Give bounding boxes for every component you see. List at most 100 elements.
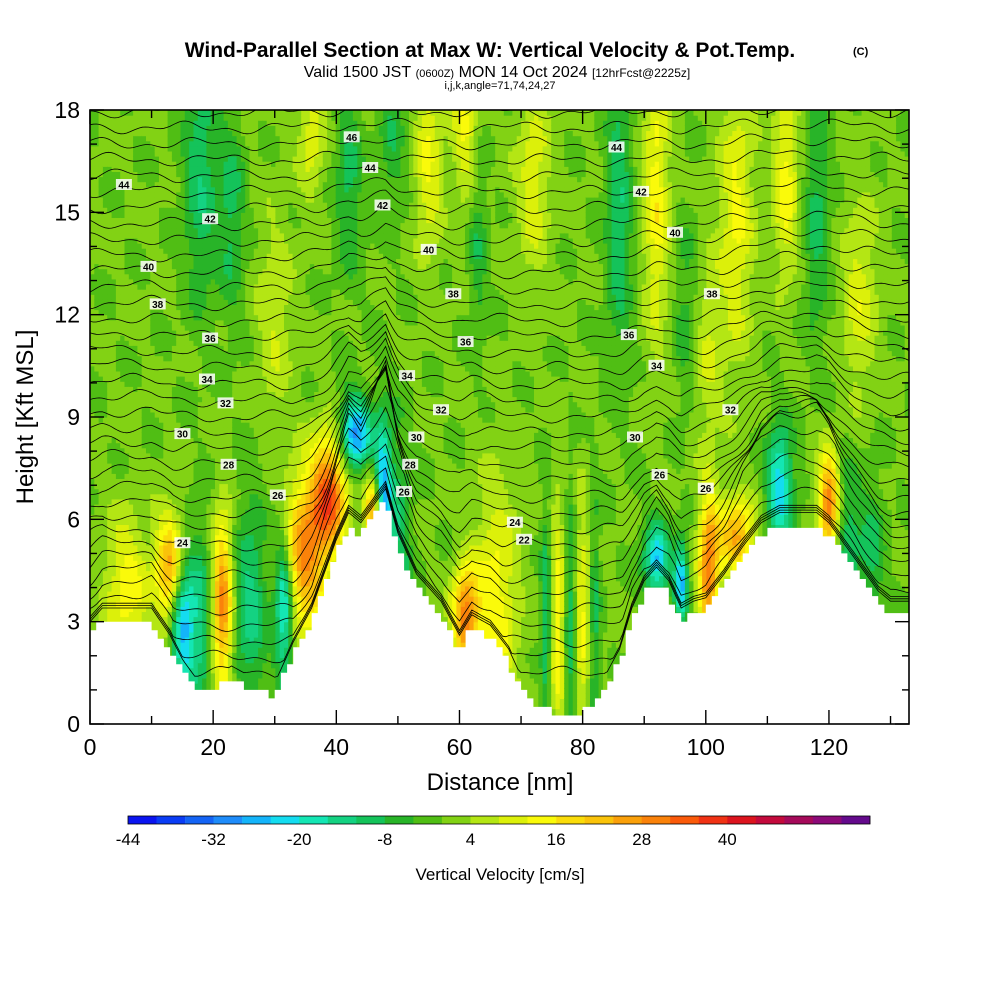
velocity-cell bbox=[146, 412, 151, 418]
velocity-cell bbox=[258, 565, 263, 571]
velocity-cell bbox=[137, 473, 142, 479]
velocity-cell bbox=[241, 438, 246, 444]
velocity-cell bbox=[112, 289, 117, 295]
velocity-cell bbox=[254, 647, 259, 653]
velocity-cell bbox=[155, 110, 160, 116]
velocity-cell bbox=[232, 519, 237, 525]
velocity-cell bbox=[168, 304, 173, 310]
velocity-cell bbox=[107, 151, 112, 157]
velocity-cell bbox=[120, 361, 125, 367]
velocity-cell bbox=[99, 397, 104, 403]
velocity-cell bbox=[107, 294, 112, 300]
velocity-cell bbox=[146, 238, 151, 244]
velocity-cell bbox=[155, 473, 160, 479]
velocity-cell bbox=[202, 463, 207, 469]
velocity-cell bbox=[194, 550, 199, 556]
velocity-cell bbox=[250, 443, 255, 449]
velocity-cell bbox=[211, 264, 216, 270]
velocity-cell bbox=[241, 299, 246, 305]
velocity-cell bbox=[241, 555, 246, 561]
velocity-cell bbox=[103, 269, 108, 275]
velocity-cell bbox=[206, 673, 211, 679]
velocity-cell bbox=[194, 611, 199, 617]
velocity-cell bbox=[137, 110, 142, 116]
velocity-cell bbox=[116, 535, 121, 541]
velocity-cell bbox=[232, 581, 237, 587]
velocity-cell bbox=[176, 171, 181, 177]
velocity-cell bbox=[245, 151, 250, 157]
velocity-cell bbox=[159, 422, 164, 428]
velocity-cell bbox=[241, 478, 246, 484]
velocity-cell bbox=[112, 560, 117, 566]
velocity-cell bbox=[181, 325, 186, 331]
velocity-cell bbox=[194, 361, 199, 367]
velocity-cell bbox=[107, 576, 112, 582]
velocity-cell bbox=[159, 509, 164, 515]
velocity-cell bbox=[189, 238, 194, 244]
velocity-cell bbox=[254, 550, 259, 556]
velocity-cell bbox=[176, 325, 181, 331]
velocity-cell bbox=[245, 115, 250, 121]
velocity-cell bbox=[219, 586, 224, 592]
velocity-cell bbox=[159, 463, 164, 469]
velocity-cell bbox=[181, 524, 186, 530]
velocity-cell bbox=[103, 509, 108, 515]
velocity-cell bbox=[258, 228, 263, 234]
velocity-cell bbox=[245, 233, 250, 239]
velocity-cell bbox=[215, 131, 220, 137]
velocity-cell bbox=[198, 571, 203, 577]
velocity-cell bbox=[228, 453, 233, 459]
velocity-cell bbox=[125, 146, 130, 152]
velocity-cell bbox=[241, 499, 246, 505]
velocity-cell bbox=[168, 110, 173, 116]
velocity-cell bbox=[181, 412, 186, 418]
velocity-cell bbox=[254, 248, 259, 254]
velocity-cell bbox=[125, 427, 130, 433]
velocity-cell bbox=[202, 586, 207, 592]
velocity-cell bbox=[258, 248, 263, 254]
velocity-cell bbox=[155, 253, 160, 259]
velocity-cell bbox=[112, 202, 117, 208]
velocity-cell bbox=[237, 299, 242, 305]
velocity-cell bbox=[250, 678, 255, 684]
velocity-cell bbox=[125, 535, 130, 541]
velocity-cell bbox=[194, 161, 199, 167]
chart-title: Wind-Parallel Section at Max W: Vertical… bbox=[185, 39, 796, 62]
velocity-cell bbox=[185, 202, 190, 208]
velocity-cell bbox=[254, 361, 259, 367]
velocity-cell bbox=[99, 576, 104, 582]
velocity-cell bbox=[120, 335, 125, 341]
velocity-cell bbox=[228, 637, 233, 643]
velocity-cell bbox=[142, 381, 147, 387]
velocity-cell bbox=[206, 642, 211, 648]
velocity-cell bbox=[258, 110, 263, 116]
velocity-cell bbox=[267, 652, 272, 658]
velocity-cell bbox=[206, 345, 211, 351]
velocity-cell bbox=[185, 310, 190, 316]
velocity-cell bbox=[116, 596, 121, 602]
velocity-cell bbox=[155, 320, 160, 326]
velocity-cell bbox=[189, 478, 194, 484]
velocity-cell bbox=[172, 320, 177, 326]
velocity-cell bbox=[262, 458, 267, 464]
velocity-cell bbox=[262, 141, 267, 147]
velocity-cell bbox=[133, 228, 138, 234]
velocity-cell bbox=[176, 187, 181, 193]
velocity-cell bbox=[172, 197, 177, 203]
velocity-cell bbox=[116, 371, 121, 377]
velocity-cell bbox=[228, 197, 233, 203]
velocity-cell bbox=[159, 606, 164, 612]
velocity-cell bbox=[241, 524, 246, 530]
velocity-cell bbox=[237, 663, 242, 669]
velocity-cell bbox=[142, 432, 147, 438]
velocity-cell bbox=[232, 652, 237, 658]
velocity-cell bbox=[189, 519, 194, 525]
velocity-cell bbox=[142, 417, 147, 423]
velocity-cell bbox=[202, 596, 207, 602]
velocity-cell bbox=[185, 611, 190, 617]
velocity-cell bbox=[219, 197, 224, 203]
velocity-cell bbox=[237, 315, 242, 321]
velocity-cell bbox=[168, 131, 173, 137]
velocity-cell bbox=[267, 647, 272, 653]
velocity-cell bbox=[176, 197, 181, 203]
